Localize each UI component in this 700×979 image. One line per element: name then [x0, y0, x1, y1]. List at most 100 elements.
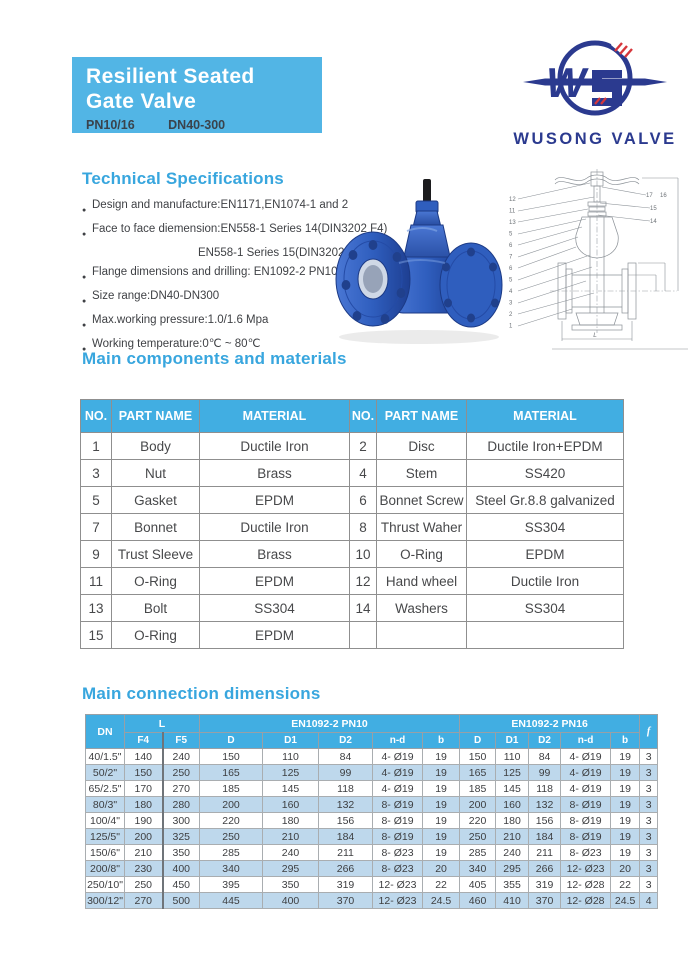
- dims-sub-header: D: [199, 732, 264, 749]
- components-cell: Bolt: [111, 594, 200, 622]
- product-title-line1: Resilient Seated: [86, 65, 255, 88]
- dims-cell: 3: [639, 796, 659, 813]
- dims-cell: 319: [318, 876, 374, 893]
- dims-cell: 400: [161, 860, 201, 877]
- dims-sub-header: D1: [495, 732, 530, 749]
- dims-cell: 500: [161, 892, 201, 909]
- dimensions-table: DN L EN1092-2 PN10 EN1092-2 PN16 f F4 F5 D D1 D2 n…: [85, 714, 659, 909]
- drawing-dim-label: L: [593, 332, 597, 339]
- dims-cell: 150/6": [85, 844, 125, 861]
- components-cell: EPDM: [199, 621, 350, 649]
- components-cell: Body: [111, 432, 200, 460]
- bullet-dot: ●: [82, 231, 87, 238]
- dims-cell: 156: [528, 812, 562, 829]
- dims-cell: 125: [495, 764, 530, 781]
- dims-cell: 156: [318, 812, 374, 829]
- components-cell: Hand wheel: [376, 567, 467, 595]
- dims-cell: 110: [495, 748, 530, 765]
- dims-cell: 19: [422, 812, 461, 829]
- dims-cell: 165: [199, 764, 264, 781]
- dims-cell: 250: [124, 876, 163, 893]
- components-cell: [466, 621, 624, 649]
- bullet-dot: ●: [82, 346, 87, 353]
- drawing-callout: 4: [509, 289, 513, 295]
- components-cell: EPDM: [199, 567, 350, 595]
- dims-cell: 4- Ø19: [560, 764, 612, 781]
- dims-cell: 3: [639, 860, 659, 877]
- dims-sub-header: D2: [528, 732, 562, 749]
- components-cell: 4: [349, 459, 377, 487]
- dims-cell: 240: [262, 844, 320, 861]
- dims-cell: 211: [528, 844, 562, 861]
- dims-cell: 250: [459, 828, 497, 845]
- components-cell: Bonnet: [111, 513, 200, 541]
- components-cell: 5: [80, 486, 112, 514]
- dims-cell: 240: [161, 748, 201, 765]
- components-cell: Ductile Iron+EPDM: [466, 432, 624, 460]
- dims-cell: 185: [459, 780, 497, 797]
- components-col-header: PART NAME: [111, 399, 200, 433]
- components-cell: Trust Sleeve: [111, 540, 200, 568]
- components-cell: [349, 621, 377, 649]
- dims-sub-header: n-d: [372, 732, 424, 749]
- dims-cell: 19: [610, 780, 641, 797]
- dims-cell: 145: [262, 780, 320, 797]
- drawing-callout: 12: [509, 197, 516, 203]
- dims-cell: 8- Ø23: [560, 844, 612, 861]
- dims-cell: 19: [610, 828, 641, 845]
- dims-cell: 140: [124, 748, 163, 765]
- components-table: NO. PART NAME MATERIAL NO. PART NAME MATERIAL…: [80, 399, 624, 649]
- dims-cell: 132: [528, 796, 562, 813]
- dims-cell: 22: [422, 876, 461, 893]
- components-row: 11 O-Ring EPDM 12 Hand wheel Ductile Iron: [80, 567, 624, 595]
- dims-sub-header: D2: [318, 732, 374, 749]
- dims-cell: 370: [528, 892, 562, 909]
- valve-technical-drawing: L 12 11 13 5 6 7 6 5 4 3 2 1 17 16 15 14: [509, 169, 688, 350]
- dims-cell: 270: [161, 780, 201, 797]
- dims-sub-header: D: [459, 732, 497, 749]
- company-logo: W WUSONG VALVE: [500, 30, 690, 149]
- components-cell: Washers: [376, 594, 467, 622]
- dims-cell: 4- Ø19: [372, 780, 424, 797]
- dims-row: 80/3" 180 280 200 160 132 8- Ø19 19 200 160 132 8- …: [85, 796, 659, 813]
- dims-cell: 125/5": [85, 828, 125, 845]
- drawing-callout: 7: [509, 255, 513, 261]
- dims-cell: 84: [528, 748, 562, 765]
- components-cell: O-Ring: [111, 621, 200, 649]
- drawing-callout: 13: [509, 220, 516, 226]
- dims-cell: 210: [124, 844, 163, 861]
- dims-cell: 190: [124, 812, 163, 829]
- components-cell: O-Ring: [376, 540, 467, 568]
- components-header-row: NO. PART NAME MATERIAL NO. PART NAME MATERIAL: [80, 399, 624, 433]
- components-row: 5 Gasket EPDM 6 Bonnet Screw Steel Gr.8.8 gal…: [80, 486, 624, 514]
- components-col-header: PART NAME: [376, 399, 467, 433]
- dims-cell: 170: [124, 780, 163, 797]
- components-cell: 15: [80, 621, 112, 649]
- dims-cell: 210: [262, 828, 320, 845]
- dims-cell: 211: [318, 844, 374, 861]
- dims-cell: 160: [262, 796, 320, 813]
- dims-cell: 19: [422, 780, 461, 797]
- spec-text: Working temperature:0℃ ~ 80℃: [92, 338, 261, 350]
- components-table-body: 1 Body Ductile Iron 2 Disc Ductile Iron+EPDM 3…: [80, 432, 624, 649]
- dims-cell: 12- Ø28: [560, 876, 612, 893]
- components-cell: Disc: [376, 432, 467, 460]
- spec-item: ● Size range:DN40-DN300: [82, 287, 392, 311]
- product-title-line2: Gate Valve: [86, 90, 197, 113]
- dims-cell: 160: [495, 796, 530, 813]
- dims-cell: 285: [459, 844, 497, 861]
- dims-cell: 450: [161, 876, 201, 893]
- dims-cell: 84: [318, 748, 374, 765]
- dims-cell: 185: [199, 780, 264, 797]
- dims-cell: 20: [422, 860, 461, 877]
- dims-cell: 99: [318, 764, 374, 781]
- dims-cell: 24.5: [422, 892, 461, 909]
- drawing-callout: 14: [650, 219, 657, 225]
- components-cell: Ductile Iron: [199, 432, 350, 460]
- dims-cell: 395: [199, 876, 264, 893]
- components-row: 9 Trust Sleeve Brass 10 O-Ring EPDM: [80, 540, 624, 568]
- dims-row: 50/2" 150 250 165 125 99 4- Ø19 19 165 125 99 4- Ø1…: [85, 764, 659, 781]
- components-cell: 8: [349, 513, 377, 541]
- dims-cell: 4- Ø19: [372, 748, 424, 765]
